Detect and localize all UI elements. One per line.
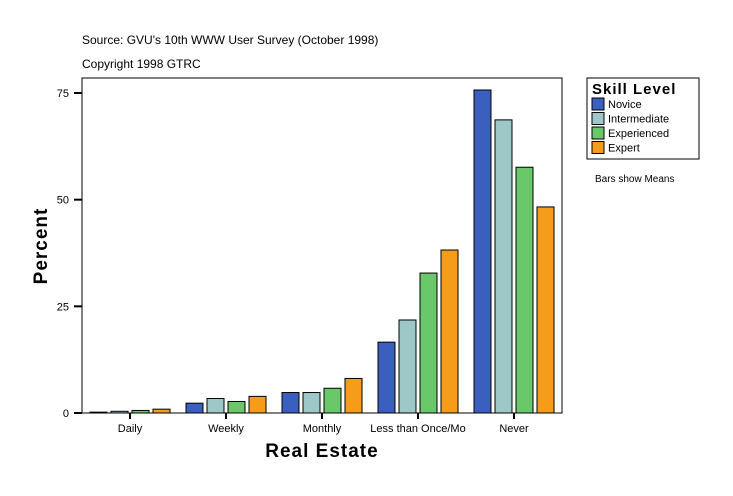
bar-expert	[536, 206, 555, 414]
x-tick-label: Monthly	[303, 423, 342, 435]
legend-swatch-experienced	[591, 126, 605, 140]
source-text: Source: GVU's 10th WWW User Survey (Octo…	[82, 33, 379, 47]
bar-intermediate	[302, 392, 321, 414]
y-tick-label: 50	[57, 195, 69, 207]
x-tick-label: Daily	[118, 423, 143, 435]
bar-experienced	[419, 272, 438, 414]
legend: Skill Level Novice Intermediate Experience…	[586, 77, 700, 160]
legend-swatch-expert	[591, 141, 605, 154]
bar-experienced	[323, 387, 342, 414]
y-tick-label: 0	[63, 408, 69, 420]
x-tick-label: Less than Once/Mo	[370, 423, 465, 435]
bar-novice	[377, 341, 396, 414]
bar-intermediate	[110, 410, 129, 414]
bar-novice	[185, 402, 204, 414]
bar-expert	[248, 395, 267, 414]
legend-label: Novice	[608, 99, 642, 111]
y-tick-label: 75	[57, 88, 69, 100]
bar-experienced	[131, 409, 150, 414]
bar-expert	[152, 408, 171, 414]
legend-swatch-novice	[591, 97, 605, 111]
y-tick-label: 25	[57, 301, 69, 313]
bar-experienced	[515, 166, 534, 414]
legend-label: Expert	[608, 143, 640, 155]
x-tick-label: Weekly	[208, 423, 244, 435]
bar-intermediate	[494, 119, 513, 414]
legend-label: Experienced	[608, 128, 669, 140]
legend-swatch-intermediate	[591, 112, 605, 125]
bar-experienced	[227, 400, 246, 414]
x-tick-label: Never	[499, 423, 529, 435]
y-axis-label: Percent	[31, 208, 52, 285]
bar-novice	[89, 411, 108, 414]
bar-expert	[440, 249, 459, 414]
copyright-text: Copyright 1998 GTRC	[82, 57, 201, 71]
bar-novice	[473, 89, 492, 414]
bar-intermediate	[206, 397, 225, 414]
bar-expert	[344, 377, 363, 414]
legend-label: Intermediate	[608, 114, 669, 126]
bar-intermediate	[398, 319, 417, 414]
bar-novice	[281, 392, 300, 414]
note-text: Bars show Means	[595, 174, 674, 185]
x-axis-label: Real Estate	[265, 441, 378, 462]
legend-title: Skill Level	[592, 81, 676, 98]
